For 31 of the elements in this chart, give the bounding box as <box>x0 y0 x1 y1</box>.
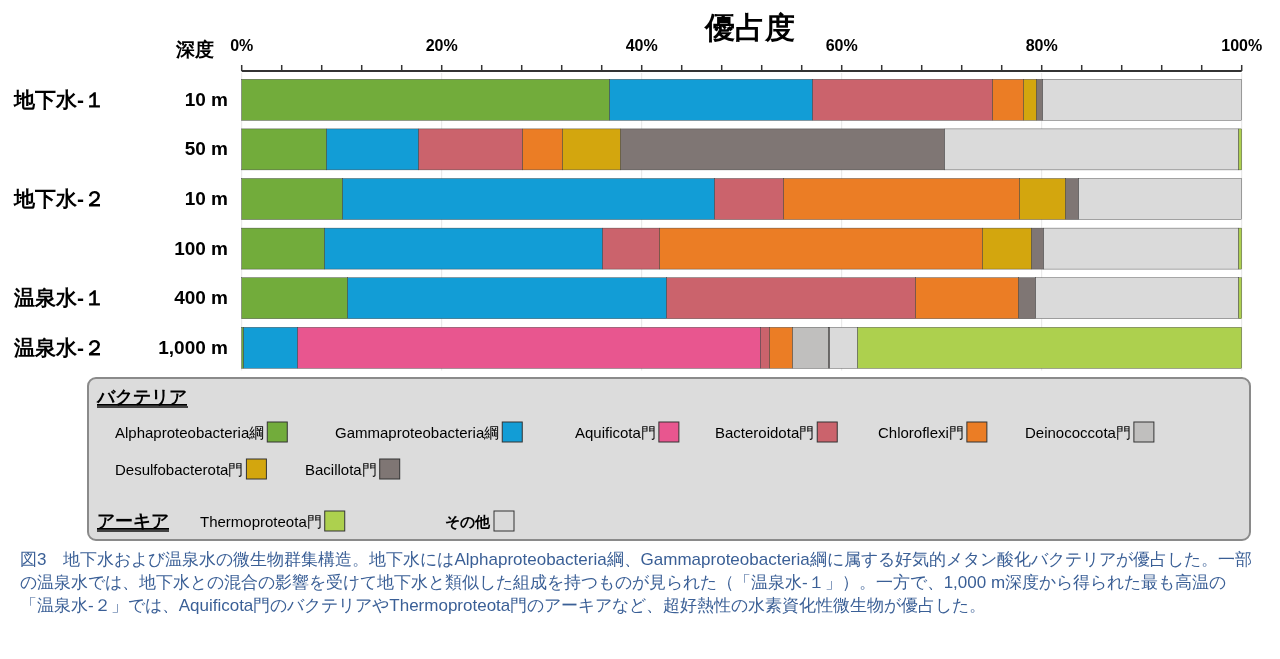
legend-label: その他 <box>445 513 491 530</box>
y-tick-label: 10 m <box>184 188 228 209</box>
legend-label: Chloroflexi門 <box>878 424 964 441</box>
text: 地下水-２ <box>13 187 105 210</box>
legend-label: Aquificota門 <box>575 424 656 441</box>
legend-label: Thermoproteota門 <box>200 513 322 530</box>
text: 温泉水-２ <box>13 335 105 359</box>
text: 深度 <box>175 39 214 60</box>
x-tick-label: 60% <box>825 37 858 54</box>
y-tick-label: 400 m <box>174 287 228 309</box>
text: 地下水-１ <box>13 87 105 111</box>
legend-label: Deinococcota門 <box>1025 424 1131 441</box>
y-tick-label: 1,000 m <box>158 336 228 358</box>
x-tick-label: 80% <box>1025 37 1058 54</box>
x-tick-label: 0% <box>230 37 254 54</box>
text: 温泉水-１ <box>13 286 105 310</box>
x-tick-label: 100% <box>1221 37 1263 54</box>
y-tick-label: 10 m <box>184 88 228 110</box>
text: アーキア <box>97 511 169 531</box>
text: バクテリア <box>97 387 187 407</box>
legend-label: Desulfobacterota門 <box>115 461 244 478</box>
chart-title: 優占度 <box>704 11 795 44</box>
caption: 図3 地下水および温泉水の微生物群集構造。地下水にはAlphaproteobacteria綱、Gammaproteobacteria綱に属する好気的メタン酸化バクテリアが優占した。一部の温泉水では、地下水との混合の影響を受けて地下水と類似した組成を持つものが見られた（「温泉水-１」）。一方で、1,000 m深度から得られた最も高温の「温泉水-２」では、Aquificota門のバクテリアやThermoproteota門のアーキアなど、超好熱性の水素資化性微生物が優占した。 <box>20 549 1253 617</box>
y-tick-label: 50 m <box>184 138 228 160</box>
legend-label: Bacillota門 <box>305 461 377 478</box>
x-tick-label: 20% <box>425 37 458 54</box>
y-tick-label: 100 m <box>174 237 228 259</box>
legend-label: Gammaproteobacteria綱 <box>335 424 500 441</box>
x-tick-label: 40% <box>625 37 658 54</box>
legend-label: Alphaproteobacteria綱 <box>115 424 265 441</box>
legend-label: Bacteroidota門 <box>715 424 815 441</box>
